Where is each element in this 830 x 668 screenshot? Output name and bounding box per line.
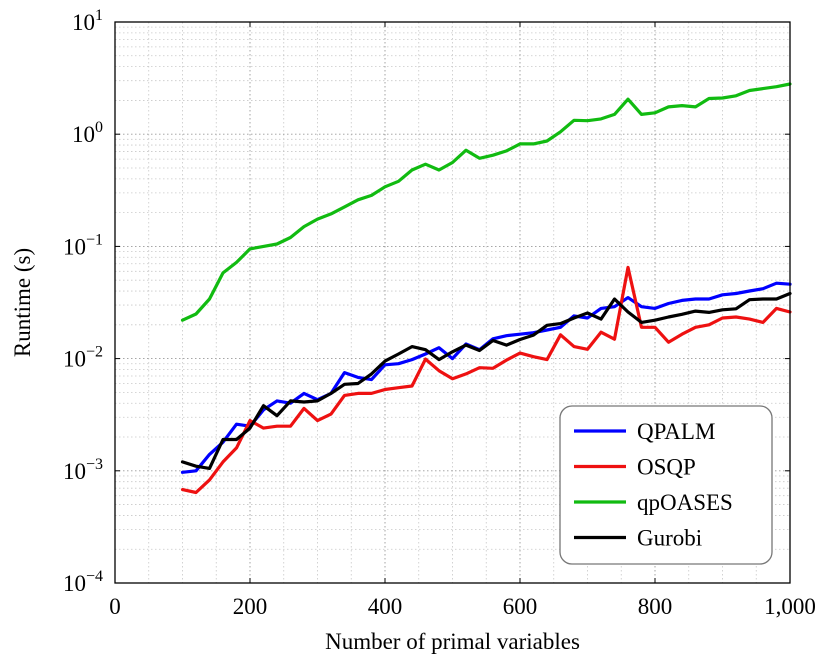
y-tick-label: 100 — [72, 119, 103, 147]
legend-label-osqp: OSQP — [637, 455, 696, 480]
major-grid — [115, 22, 790, 583]
x-tick-label: 1,000 — [764, 594, 816, 619]
x-tick-label: 800 — [638, 594, 673, 619]
y-axis-label: Runtime (s) — [10, 248, 35, 357]
x-tick-label: 200 — [233, 594, 268, 619]
series-line-gurobi — [180, 291, 792, 470]
x-tick-labels: 0 200 400 600 800 1,000 — [109, 594, 816, 619]
x-tick-label: 0 — [109, 594, 121, 619]
y-tick-label: 10−2 — [63, 344, 103, 372]
y-tick-label: 10−1 — [63, 231, 103, 259]
plot-frame — [114, 21, 791, 584]
legend-box — [559, 405, 773, 565]
series-line-osqp — [180, 265, 792, 495]
x-tick-label: 400 — [368, 594, 403, 619]
series-line-qpoases — [180, 82, 792, 322]
legend: QPALM OSQP qpOASES Gurobi — [559, 405, 773, 565]
axis-ticks — [114, 21, 791, 584]
y-tick-label: 101 — [72, 7, 103, 35]
minor-grid — [115, 22, 790, 583]
x-axis-label: Number of primal variables — [325, 629, 580, 654]
y-tick-labels: 10−4 10−3 10−2 10−1 100 101 — [63, 7, 103, 596]
series-layer — [180, 82, 792, 495]
x-tick-label: 600 — [503, 594, 538, 619]
legend-label-qpoases: qpOASES — [637, 490, 733, 515]
y-tick-label: 10−4 — [63, 568, 103, 596]
y-tick-label: 10−3 — [63, 456, 103, 484]
legend-label-qpalm: QPALM — [637, 419, 715, 444]
legend-label-gurobi: Gurobi — [637, 526, 702, 551]
